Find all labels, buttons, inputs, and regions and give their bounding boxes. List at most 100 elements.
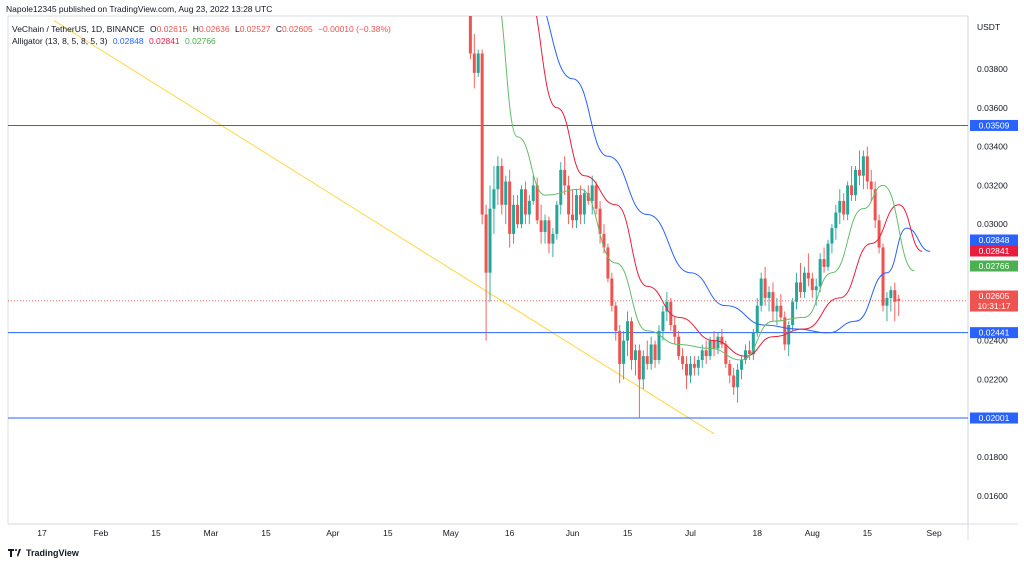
candle [795,272,799,310]
candle [618,325,622,384]
candle [582,189,586,225]
candle [598,200,602,244]
level-label-2: 0.02001 [979,413,1010,423]
candle-body [508,181,512,234]
candle [630,317,633,370]
descending-trendline[interactable] [53,20,715,435]
candle [704,340,708,364]
candle-body [516,204,520,225]
candle-body [661,311,665,331]
x-tick-label: 18 [753,528,763,538]
candle [637,344,641,419]
level-label-1: 0.02441 [979,328,1010,338]
candle [567,175,571,225]
candle [645,340,649,370]
candle-body [747,350,751,355]
candle [484,204,488,341]
candle-body [712,340,716,349]
candle [857,150,861,186]
symbol-legend: VeChain / TetherUS, 1D, BINANCE O0.02615… [12,24,394,34]
candle [622,330,626,380]
candle-body [740,360,744,370]
indicator-title: Alligator (13, 8, 5, 8, 5, 3) [12,36,108,46]
candle [504,175,508,225]
candle-body [759,278,763,306]
close-label: C [275,24,282,34]
tradingview-footer[interactable]: TradingView [8,548,79,558]
trendline[interactable] [53,20,715,435]
candle-body [582,193,586,215]
candle [830,224,834,254]
candle-body [484,214,488,273]
candle-body [751,332,755,355]
candle-body [523,189,527,215]
y-tick-label: 0.01800 [977,452,1008,462]
x-tick-label: 16 [505,528,515,538]
y-tick-label: 0.03000 [977,219,1008,229]
candle-body [802,272,806,293]
candle [512,195,516,244]
candle [641,350,645,390]
candle-body [865,156,869,182]
horizontal-levels [8,124,968,419]
candle-body [893,290,897,302]
candle-body [700,350,704,360]
candle-body [704,350,708,357]
candle-body [673,325,677,337]
candle-body [543,220,547,232]
candle-body [771,292,775,312]
candle-body [665,301,669,312]
candles [468,16,901,419]
y-tick-label: 0.03800 [977,64,1008,74]
candle-body [500,166,504,205]
lips-value: 0.02766 [185,36,216,46]
x-tick-label: 17 [37,528,47,538]
price-label-3: 0.02605 [979,291,1010,301]
candle-body [783,317,787,345]
x-tick-label: Jun [566,528,580,538]
alligator-lines [501,16,931,361]
candle-body [688,363,692,376]
x-tick-label: Jul [685,528,696,538]
candle-body [527,200,531,215]
candle-body [602,233,606,248]
candle [614,301,618,341]
candle-body [685,363,689,376]
candle-body [555,204,559,234]
candle-body [842,200,846,215]
candle [822,247,826,273]
candle-body [810,278,814,291]
candle [861,150,865,190]
candle [869,169,873,201]
candle [531,175,535,205]
x-tick-label: 15 [151,528,161,538]
candle [842,193,846,221]
candle [539,204,543,244]
teeth-value: 0.02841 [148,36,180,46]
candle-body [743,350,747,360]
candle [755,297,759,337]
candle [468,16,472,60]
candle-body [559,169,563,205]
candle-body [830,228,834,244]
x-tick-label: Aug [805,528,820,538]
indicator-legend: Alligator (13, 8, 5, 8, 5, 3) 0.02848 0.… [12,36,219,46]
candle-body [877,220,881,248]
candle [633,344,637,376]
candle [574,189,578,229]
level-label-bg-1 [970,327,1018,339]
y-tick-label: 0.03400 [977,142,1008,152]
time-axis[interactable]: 17 Feb 15 Mar 15 Apr 15 May 16 Jun 15 Jul 18 Aug 15 Sep [37,528,942,538]
candle-body [594,185,598,209]
x-tick-label: May [443,528,460,538]
candle [496,156,500,205]
candle-body [630,321,633,360]
candle-body [574,195,578,221]
candle [720,328,724,349]
candle [492,166,496,234]
candle-body [677,336,681,357]
candle-body [492,189,496,209]
candle [551,228,555,258]
candle [472,34,476,89]
